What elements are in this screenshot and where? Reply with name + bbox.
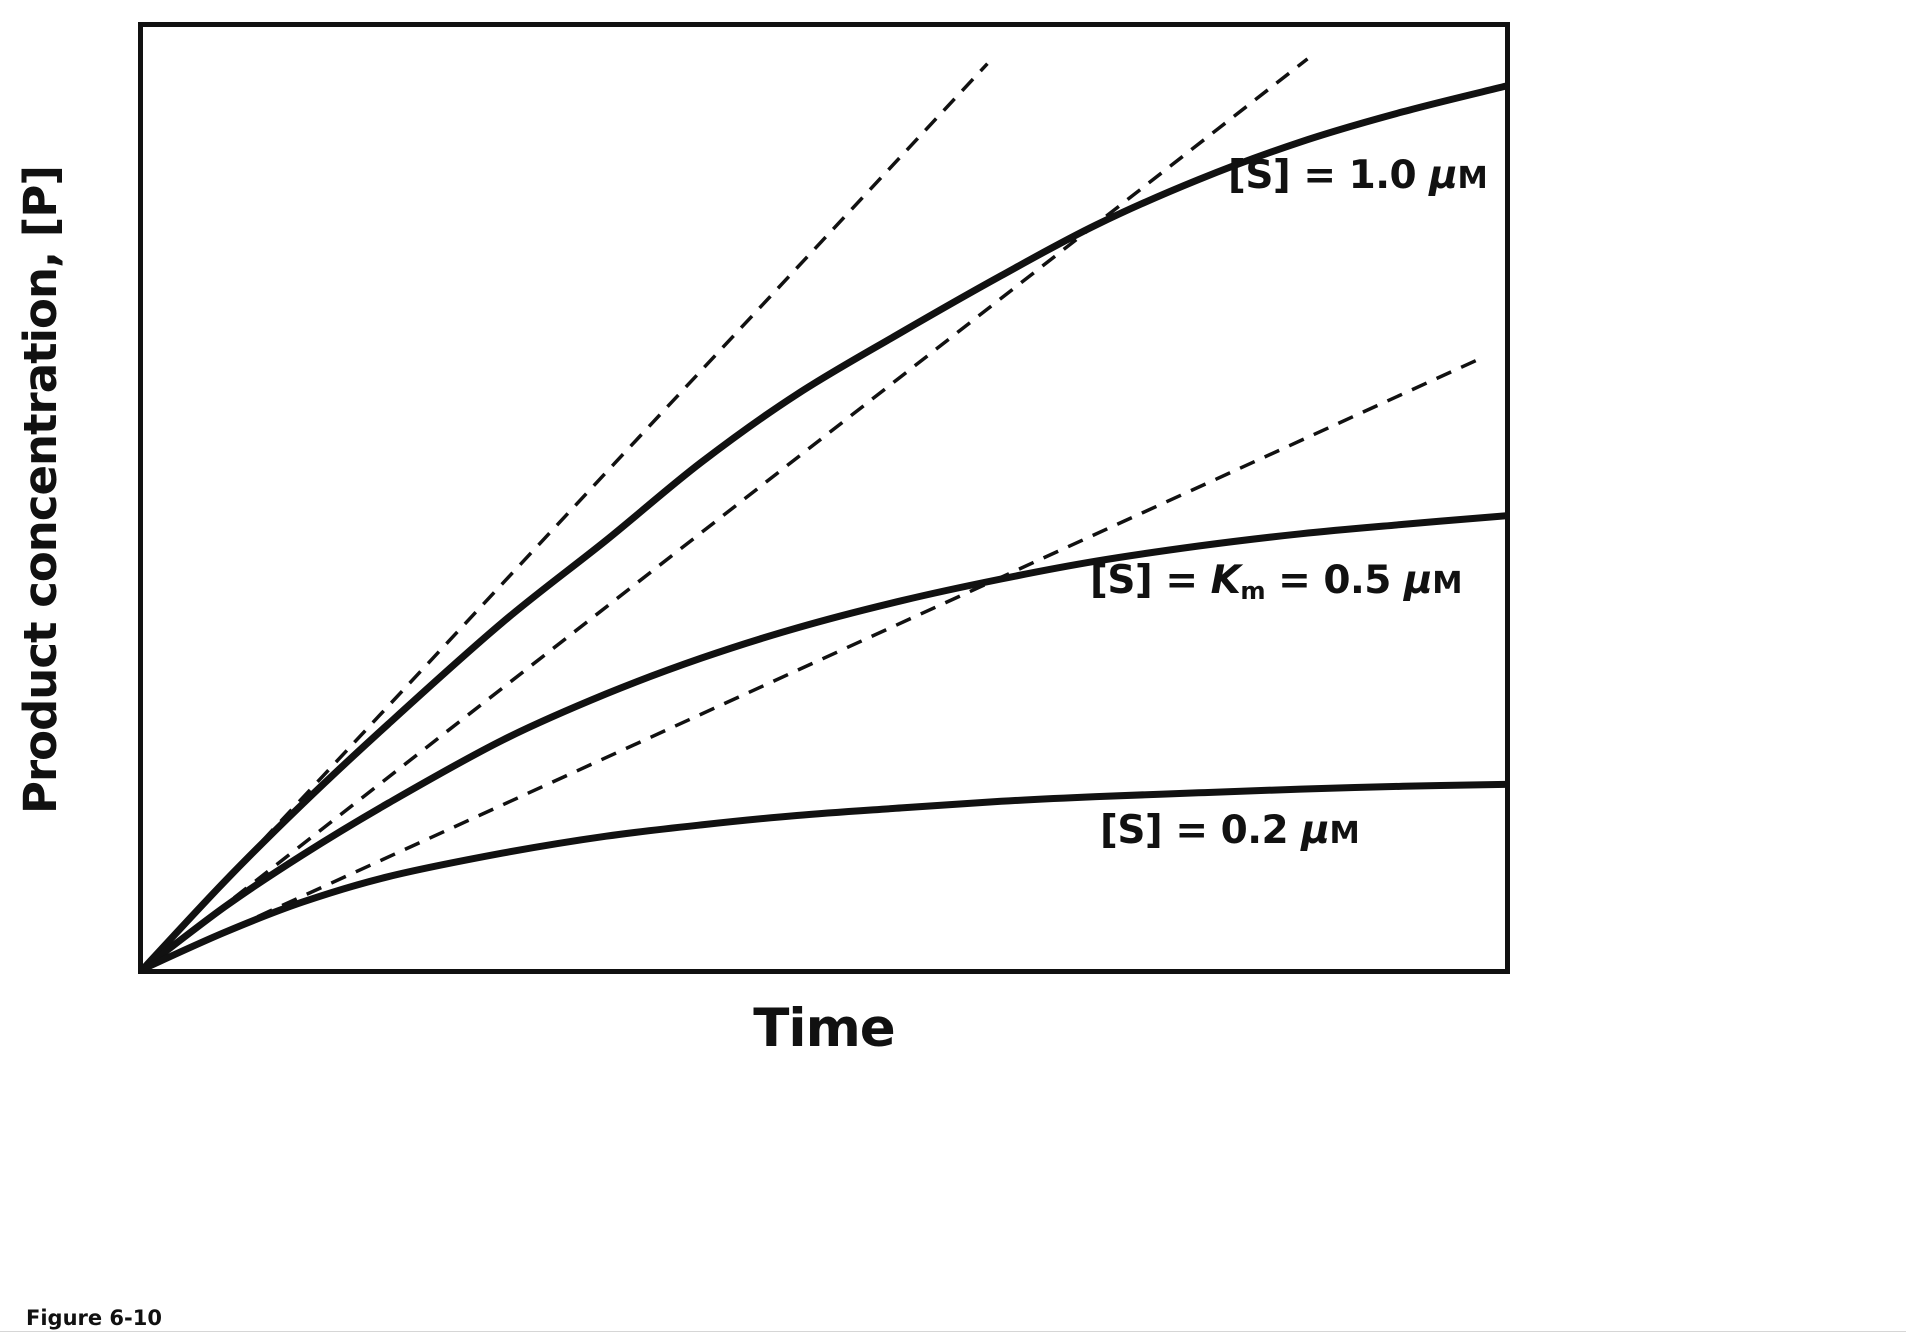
- curve-label-text: [S] = 1.0: [1228, 153, 1430, 198]
- plot-area: [S] = 1.0 μM [S] = Km = 0.5 μM [S] = 0.2…: [138, 22, 1510, 974]
- figure-caption: Figure 6-10: [26, 1306, 162, 1330]
- unit-molar: M: [1432, 566, 1463, 601]
- progress-curve-s-0.5: [143, 512, 1505, 969]
- initial-rate-tangent-2: [183, 358, 1479, 952]
- km-subscript: m: [1240, 577, 1265, 606]
- progress-curve-s-1: [143, 82, 1505, 969]
- mu-symbol: μ: [1404, 558, 1433, 603]
- initial-rate-tangent-1: [169, 57, 1309, 950]
- y-axis-label: Product concentration, [P]: [14, 166, 67, 814]
- curve-label-s-1.0: [S] = 1.0 μM: [1228, 153, 1489, 198]
- curves-canvas: [143, 57, 1505, 969]
- unit-molar: M: [1457, 161, 1489, 196]
- unit-molar: M: [1329, 816, 1361, 851]
- mu-symbol: μ: [1301, 808, 1330, 853]
- x-axis-label: Time: [753, 998, 896, 1059]
- curve-label-s-0.2: [S] = 0.2 μM: [1100, 808, 1361, 853]
- curve-label-text: [S] = 0.2: [1100, 808, 1302, 853]
- curve-label-text: = 0.5: [1265, 558, 1404, 603]
- km-symbol: K: [1210, 558, 1241, 603]
- page-bottom-rule: [0, 1331, 1906, 1332]
- curve-label-s-km: [S] = Km = 0.5 μM: [1090, 558, 1463, 606]
- progress-curve-s-0.2: [143, 780, 1505, 969]
- mu-symbol: μ: [1429, 153, 1458, 198]
- initial-rate-tangent-0: [168, 62, 989, 941]
- curve-label-text: [S] =: [1090, 558, 1211, 603]
